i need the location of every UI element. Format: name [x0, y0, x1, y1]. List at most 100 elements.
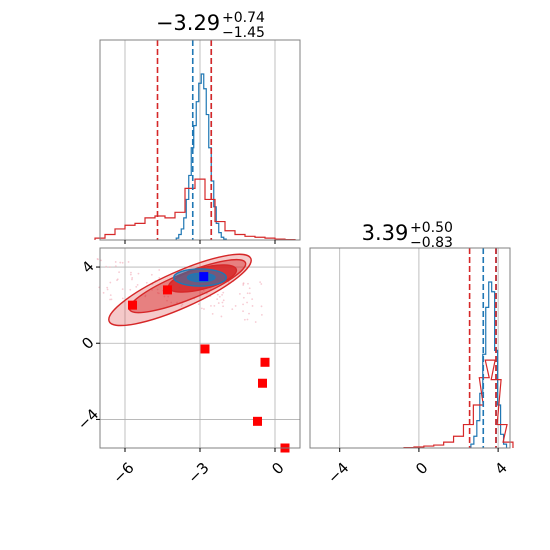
sample-dot	[136, 283, 139, 286]
histogram-red	[94, 178, 296, 241]
axes-frame	[309, 247, 511, 449]
red-point	[258, 378, 267, 388]
sample-dot	[116, 279, 118, 282]
panel2-title-sub: −0.83	[410, 235, 453, 251]
sample-dot	[109, 294, 112, 297]
sample-dot	[97, 258, 99, 261]
sample-dot	[105, 265, 108, 268]
sample-dot	[102, 291, 105, 294]
sample-dot	[114, 261, 117, 263]
sample-dot	[121, 288, 124, 291]
sample-dot	[248, 292, 251, 295]
histograms	[403, 281, 514, 449]
sample-dot	[210, 304, 212, 307]
panel1-title-sub: −1.45	[222, 25, 265, 41]
quantile-lines	[468, 248, 497, 448]
sample-dot	[118, 271, 120, 274]
sample-dot	[100, 259, 102, 262]
tick-marks	[96, 266, 276, 452]
sample-dot	[260, 313, 263, 316]
tick-marks	[124, 240, 276, 244]
sample-dot	[221, 301, 224, 304]
histogram-red	[403, 359, 514, 449]
sample-dot	[121, 261, 124, 264]
sample-dot	[156, 291, 159, 294]
sample-dot	[231, 308, 234, 311]
sample-dot	[145, 281, 148, 284]
sample-dot	[242, 284, 245, 286]
density-contours	[108, 253, 252, 327]
sample-dot	[248, 312, 250, 315]
grid	[124, 40, 276, 240]
sample-dot	[222, 291, 225, 294]
sample-dot	[211, 312, 214, 315]
sample-dot	[234, 305, 237, 307]
sample-dot	[247, 282, 249, 285]
sample-dot	[151, 289, 153, 291]
sample-dot	[242, 296, 245, 299]
red-point	[163, 285, 172, 295]
sample-dot	[121, 297, 124, 300]
sample-dot	[181, 303, 184, 306]
histogram-blue	[175, 73, 227, 240]
truth-point	[199, 272, 209, 282]
sample-dot	[198, 303, 201, 306]
sample-dot	[109, 266, 111, 269]
sample-dot	[243, 318, 246, 321]
histograms	[94, 73, 296, 241]
sample-dot	[129, 288, 132, 291]
sample-dot	[246, 301, 248, 304]
sample-dot	[158, 269, 161, 271]
sample-dot	[119, 261, 122, 264]
sample-dot	[137, 272, 140, 275]
red-point	[253, 416, 262, 426]
sample-dot	[166, 299, 168, 302]
red-point	[200, 344, 210, 354]
sample-dot	[167, 295, 170, 298]
sample-dot	[114, 265, 117, 268]
sample-dot	[180, 305, 183, 307]
panel2-title: 3.39	[362, 221, 409, 245]
sample-dot	[156, 288, 159, 291]
sample-dot	[200, 307, 203, 310]
sample-dot	[217, 302, 220, 304]
red-point	[260, 357, 270, 367]
grid	[100, 248, 300, 448]
sample-dot	[213, 304, 216, 307]
panel2-title-sup: +0.50	[410, 220, 453, 236]
sample-dot	[221, 294, 223, 296]
sample-dot	[150, 273, 153, 276]
sample-dot	[242, 303, 244, 306]
sample-dot	[144, 294, 147, 297]
sample-dot	[106, 286, 109, 289]
quantile-lines	[156, 40, 213, 240]
sample-dot	[158, 276, 161, 279]
panel1-title-sup: +0.74	[222, 10, 265, 26]
tick-marks	[339, 448, 499, 452]
sample-dot	[248, 287, 251, 290]
sample-dot	[109, 281, 112, 284]
sample-dot	[131, 278, 133, 281]
sample-dot	[176, 301, 178, 304]
sample-dot	[222, 299, 225, 302]
sample-dot	[201, 291, 204, 294]
sample-dot	[216, 298, 219, 301]
sample-dot	[129, 273, 132, 276]
sample-dot	[218, 295, 221, 298]
sample-dot	[130, 271, 132, 274]
red-point	[128, 300, 137, 310]
sample-dot	[110, 298, 113, 301]
marginal-histogram-param-1: −3.29 +0.74 −1.45	[94, 10, 301, 244]
sample-dot	[238, 293, 241, 295]
panel1-title: −3.29	[156, 11, 220, 35]
sample-dot	[251, 298, 254, 301]
sample-dot	[242, 282, 245, 284]
sample-dot	[109, 298, 111, 301]
sample-dot	[222, 305, 224, 308]
sample-dot	[251, 305, 254, 307]
sample-dot	[127, 261, 130, 263]
sample-dot	[216, 293, 219, 296]
sample-dot	[220, 315, 223, 318]
sample-dot	[163, 295, 166, 298]
